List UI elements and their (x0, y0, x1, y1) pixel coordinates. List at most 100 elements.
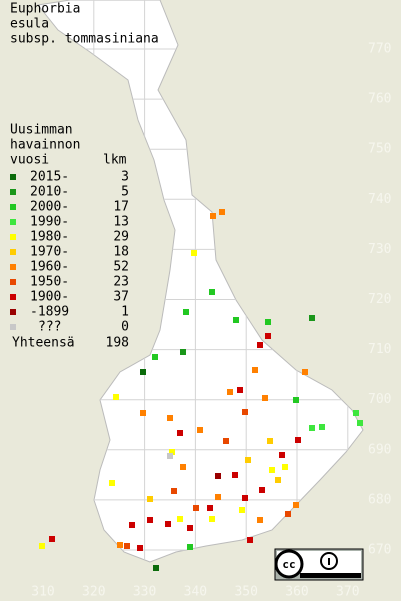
record-dot (285, 511, 291, 517)
record-dot (319, 424, 325, 430)
record-dot (275, 477, 281, 483)
record-dot (147, 517, 153, 523)
record-dot (117, 542, 123, 548)
record-dot (309, 425, 315, 431)
legend-header: havainnon (10, 138, 80, 153)
legend-label: 1900- (30, 290, 69, 305)
legend-count: 29 (113, 230, 129, 245)
title-line: esula (10, 17, 49, 32)
record-dot (207, 505, 213, 511)
record-dot (219, 209, 225, 215)
legend-swatch (10, 249, 16, 255)
record-dot (109, 480, 115, 486)
legend-col-header: vuosi (10, 153, 49, 168)
northing-label: 770 (368, 42, 391, 57)
easting-label: 370 (336, 585, 359, 600)
legend-count: 13 (113, 215, 129, 230)
northing-label: 710 (368, 342, 391, 357)
record-dot (265, 333, 271, 339)
legend-count: 37 (113, 290, 129, 305)
record-dot (233, 317, 239, 323)
record-dot (187, 544, 193, 550)
total-label: Yhteensä (12, 336, 75, 351)
record-dot (239, 507, 245, 513)
title-line: Euphorbia (10, 2, 80, 17)
easting-label: 320 (82, 585, 105, 600)
record-dot (180, 349, 186, 355)
northing-label: 700 (368, 392, 391, 407)
legend-swatch (10, 294, 16, 300)
record-dot (259, 487, 265, 493)
record-dot (262, 395, 268, 401)
record-dot (302, 369, 308, 375)
record-dot (353, 410, 359, 416)
legend-label: 1980- (30, 230, 69, 245)
northing-label: 680 (368, 492, 391, 507)
legend-label: 2015- (30, 170, 69, 185)
title-line: subsp. tommasiniana (10, 32, 159, 47)
record-dot (267, 438, 273, 444)
legend: Euphorbia esula subsp. tommasiniana Uusi… (10, 2, 159, 351)
record-dot (282, 464, 288, 470)
legend-label: ??? (38, 320, 61, 335)
record-dot (187, 525, 193, 531)
legend-count: 5 (121, 185, 129, 200)
northing-label: 670 (368, 543, 391, 558)
record-dot (357, 420, 363, 426)
legend-swatch (10, 174, 16, 180)
record-dot (247, 537, 253, 543)
record-dot (49, 536, 55, 542)
record-dot (242, 495, 248, 501)
legend-count: 18 (113, 245, 129, 260)
record-dot (215, 473, 221, 479)
legend-count: 0 (121, 320, 129, 335)
record-dot (269, 467, 275, 473)
record-dot (265, 319, 271, 325)
record-dot (193, 505, 199, 511)
record-dot (293, 397, 299, 403)
legend-label: 2000- (30, 200, 69, 215)
northing-label: 740 (368, 192, 391, 207)
record-dot (113, 394, 119, 400)
record-dot (124, 543, 130, 549)
easting-label: 330 (133, 585, 156, 600)
record-dot (152, 354, 158, 360)
record-dot (257, 342, 263, 348)
record-dot (293, 502, 299, 508)
legend-label: -1899 (30, 305, 69, 320)
record-dot (209, 289, 215, 295)
legend-swatch (10, 219, 16, 225)
easting-label: 340 (184, 585, 207, 600)
record-dot (232, 472, 238, 478)
legend-count: 3 (121, 170, 129, 185)
easting-label: 350 (234, 585, 257, 600)
record-dot (171, 488, 177, 494)
record-dot (147, 496, 153, 502)
legend-label: 2010- (30, 185, 69, 200)
record-dot (242, 409, 248, 415)
legend-count: 52 (113, 260, 129, 275)
legend-count: 1 (121, 305, 129, 320)
record-dot (167, 415, 173, 421)
legend-swatch (10, 234, 16, 240)
legend-header: Uusimman (10, 123, 73, 138)
record-dot (295, 437, 301, 443)
record-dot (237, 387, 243, 393)
legend-count: 23 (113, 275, 129, 290)
northing-label: 690 (368, 442, 391, 457)
legend-swatch (10, 189, 16, 195)
record-dot (279, 452, 285, 458)
record-dot (309, 315, 315, 321)
record-dot (177, 430, 183, 436)
record-dot (39, 543, 45, 549)
cc-badge: cc (274, 548, 364, 581)
records (39, 209, 363, 571)
legend-swatch (10, 279, 16, 285)
northing-label: 750 (368, 142, 391, 157)
record-dot (137, 545, 143, 551)
record-dot (169, 449, 175, 455)
record-dot (257, 517, 263, 523)
record-dot (197, 427, 203, 433)
